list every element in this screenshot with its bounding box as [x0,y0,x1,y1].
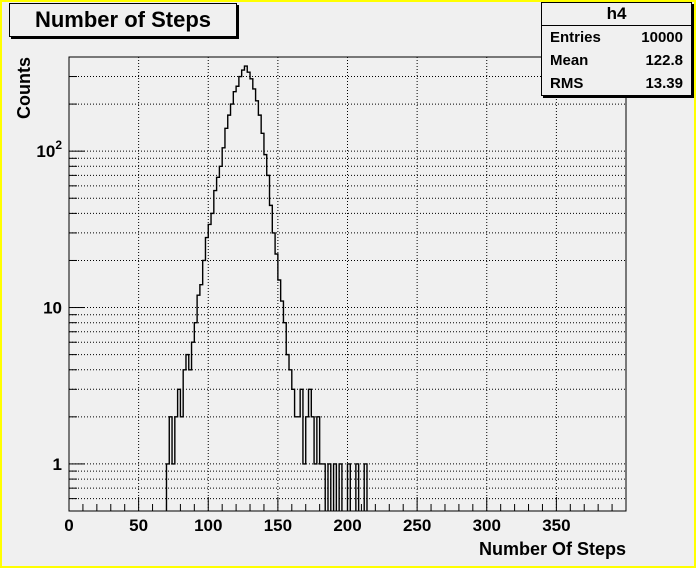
stats-histogram-name: h4 [542,3,691,26]
x-axis-title: Number Of Steps [479,539,626,559]
y-axis-title: Counts [14,57,34,119]
plot-frame-bg [69,57,626,511]
y-tick-label: 1 [53,455,62,474]
x-tick-label: 100 [194,516,222,535]
stats-value: 13.39 [645,75,683,92]
x-tick-label: 200 [333,516,361,535]
x-tick-label: 350 [542,516,570,535]
x-tick-label: 0 [64,516,73,535]
stats-row-rms: RMS 13.39 [542,72,691,95]
chart-title: Number of Steps [9,3,237,37]
x-tick-label: 50 [129,516,148,535]
x-tick-label: 250 [403,516,431,535]
stats-value: 10000 [641,29,683,46]
histogram-outline [165,65,368,511]
stats-row-entries: Entries 10000 [542,26,691,49]
stats-row-mean: Mean 122.8 [542,49,691,72]
y-tick-label: 10 [43,299,62,318]
y-tick-label: 102 [36,138,62,161]
stats-value: 122.8 [645,52,683,69]
stats-box: h4 Entries 10000 Mean 122.8 RMS 13.39 [541,2,692,96]
x-tick-label: 150 [264,516,292,535]
stats-label: RMS [550,75,584,92]
stats-label: Mean [550,52,589,69]
stats-label: Entries [550,29,601,46]
x-tick-label: 300 [473,516,501,535]
